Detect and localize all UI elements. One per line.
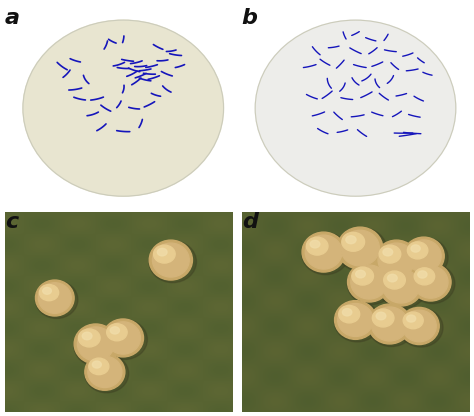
Ellipse shape — [157, 248, 167, 256]
Ellipse shape — [107, 324, 127, 341]
Ellipse shape — [149, 241, 196, 282]
Ellipse shape — [399, 307, 439, 344]
Ellipse shape — [346, 236, 356, 244]
Ellipse shape — [341, 230, 379, 266]
Ellipse shape — [154, 245, 175, 263]
Ellipse shape — [77, 327, 114, 361]
Ellipse shape — [88, 356, 122, 388]
Ellipse shape — [337, 227, 383, 269]
Ellipse shape — [407, 242, 428, 259]
Ellipse shape — [383, 269, 419, 303]
Ellipse shape — [79, 329, 100, 347]
Ellipse shape — [379, 267, 427, 309]
Ellipse shape — [334, 301, 380, 342]
Ellipse shape — [337, 304, 374, 337]
Ellipse shape — [89, 358, 109, 375]
Ellipse shape — [379, 266, 423, 306]
Ellipse shape — [411, 245, 420, 252]
Ellipse shape — [43, 287, 51, 294]
Circle shape — [23, 20, 224, 196]
Ellipse shape — [302, 232, 345, 272]
Text: d: d — [242, 212, 257, 232]
Ellipse shape — [371, 307, 408, 341]
Ellipse shape — [85, 354, 129, 393]
Ellipse shape — [403, 312, 423, 329]
Ellipse shape — [378, 243, 415, 277]
Ellipse shape — [374, 241, 422, 282]
Ellipse shape — [418, 271, 427, 278]
Ellipse shape — [102, 319, 147, 359]
Ellipse shape — [301, 233, 349, 275]
Ellipse shape — [407, 315, 416, 322]
Text: c: c — [5, 212, 18, 232]
Ellipse shape — [375, 240, 418, 280]
Ellipse shape — [305, 235, 342, 269]
Ellipse shape — [36, 280, 74, 316]
Ellipse shape — [106, 322, 140, 354]
Ellipse shape — [399, 308, 443, 347]
Ellipse shape — [387, 274, 397, 282]
Ellipse shape — [102, 319, 144, 357]
Ellipse shape — [85, 354, 125, 390]
Ellipse shape — [335, 301, 376, 339]
Ellipse shape — [74, 324, 118, 364]
Ellipse shape — [376, 312, 386, 320]
Ellipse shape — [82, 332, 92, 340]
Ellipse shape — [352, 267, 374, 285]
Ellipse shape — [38, 283, 71, 313]
Ellipse shape — [413, 266, 448, 298]
Ellipse shape — [337, 228, 387, 272]
Text: a: a — [5, 8, 20, 28]
Ellipse shape — [383, 248, 392, 256]
Ellipse shape — [110, 327, 119, 334]
Ellipse shape — [153, 243, 189, 277]
Ellipse shape — [74, 324, 121, 366]
Ellipse shape — [384, 271, 405, 289]
Ellipse shape — [342, 233, 365, 251]
Ellipse shape — [149, 240, 192, 280]
Ellipse shape — [39, 285, 59, 301]
Ellipse shape — [368, 305, 415, 347]
Ellipse shape — [351, 265, 388, 299]
Ellipse shape — [347, 262, 395, 305]
Ellipse shape — [379, 245, 401, 263]
Ellipse shape — [306, 237, 328, 255]
Ellipse shape — [403, 237, 444, 275]
Ellipse shape — [414, 268, 435, 285]
Ellipse shape — [310, 240, 320, 248]
Ellipse shape — [403, 238, 448, 277]
Ellipse shape — [92, 361, 101, 368]
Circle shape — [255, 20, 456, 196]
Ellipse shape — [402, 310, 436, 342]
Text: b: b — [242, 8, 257, 28]
Ellipse shape — [36, 281, 78, 319]
Ellipse shape — [339, 305, 360, 323]
Ellipse shape — [368, 304, 411, 344]
Ellipse shape — [356, 270, 365, 278]
Ellipse shape — [406, 240, 441, 272]
Ellipse shape — [410, 264, 455, 304]
Ellipse shape — [342, 309, 352, 316]
Ellipse shape — [373, 309, 394, 327]
Ellipse shape — [347, 262, 391, 302]
Ellipse shape — [410, 263, 451, 301]
